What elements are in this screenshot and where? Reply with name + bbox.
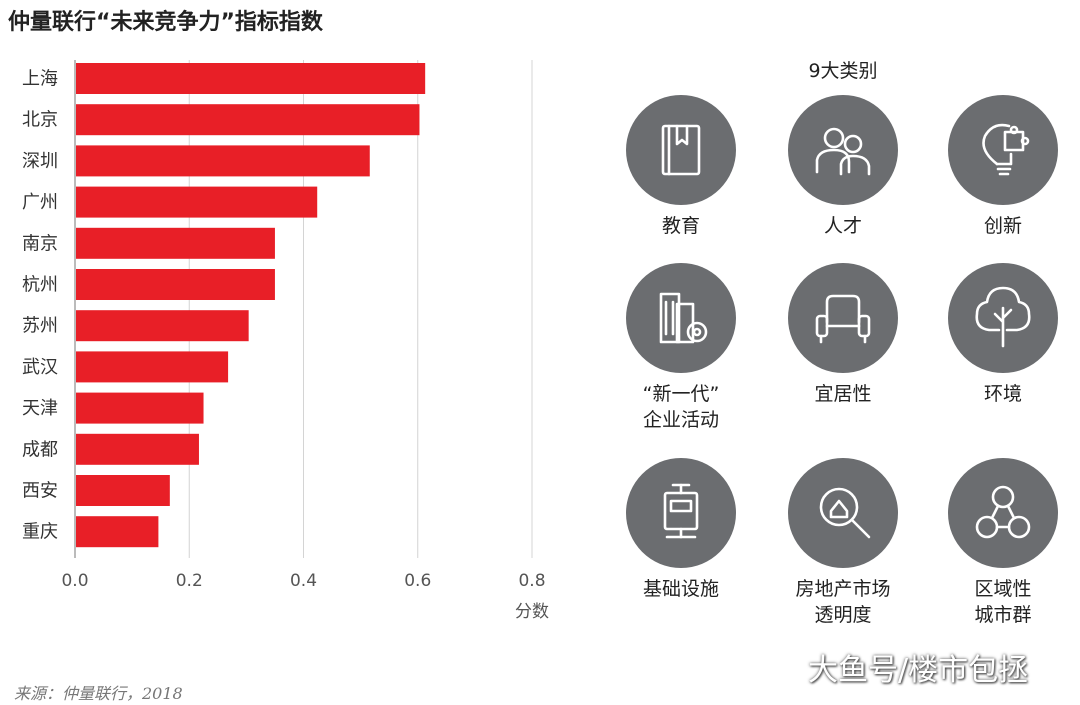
category-tree: 环境 (923, 263, 1080, 407)
y-tick-label: 成都 (22, 439, 58, 460)
tree-icon (975, 286, 1031, 348)
category-network: 区域性 城市群 (923, 458, 1080, 628)
bar (76, 63, 426, 94)
building-gear-icon (659, 292, 708, 344)
y-tick-label: 重庆 (22, 522, 58, 543)
category-circle (948, 458, 1058, 568)
category-circle (626, 458, 736, 568)
page-title: 仲量联行“未来竞争力”指标指数 (8, 10, 323, 35)
category-label: 宜居性 (814, 383, 872, 405)
category-people: 人才 (763, 95, 923, 239)
armchair-icon (815, 294, 871, 344)
category-circle (626, 263, 736, 373)
category-label: 教育 (661, 215, 700, 237)
x-tick-label: 0.0 (61, 571, 88, 591)
bar (76, 310, 249, 342)
lightbulb-puzzle-icon (982, 123, 1030, 176)
bar (76, 392, 204, 424)
category-circle (948, 263, 1058, 373)
bar (76, 475, 170, 506)
category-label: 基础设施 (642, 578, 719, 600)
y-tick-label: 苏州 (22, 316, 58, 337)
y-tick-label: 西安 (22, 481, 58, 502)
category-circle (626, 95, 736, 205)
category-label: 区域性 城市群 (974, 578, 1032, 626)
bar (76, 351, 229, 383)
category-building-gear: “新一代” 企业活动 (601, 263, 761, 433)
source-note: 来源：仲量联行，2018 (14, 684, 183, 703)
category-label: 人才 (823, 215, 862, 237)
category-circle (788, 458, 898, 568)
y-tick-label: 深圳 (22, 151, 58, 172)
category-circle (948, 95, 1058, 205)
bar (76, 104, 420, 136)
bar (76, 145, 370, 177)
category-tram: 基础设施 (601, 458, 761, 602)
y-tick-label: 杭州 (22, 275, 58, 296)
bar (76, 433, 199, 465)
category-circle (788, 95, 898, 205)
bar-chart: 0.0 0.2 0.4 0.6 0.8 分数 上海北京深圳广州南京杭州苏州武汉天津成都西安重… (22, 60, 549, 622)
categories-title: 9大类别 (808, 60, 878, 82)
bar (76, 186, 318, 218)
category-house-magnifier: 房地产市场 透明度 (763, 458, 923, 628)
bar (76, 227, 275, 259)
category-armchair: 宜居性 (763, 263, 923, 407)
y-tick-label: 上海 (22, 69, 58, 90)
x-tick-label: 0.4 (290, 571, 317, 591)
tram-icon (663, 483, 699, 539)
y-tick-label: 广州 (22, 192, 58, 213)
network-icon (975, 485, 1031, 539)
x-axis-label: 分数 (515, 602, 549, 622)
x-tick-label: 0.8 (518, 571, 545, 591)
y-tick-label: 北京 (22, 110, 58, 131)
category-book: 教育 (601, 95, 761, 239)
x-tick-label: 0.6 (404, 571, 431, 591)
category-circle (788, 263, 898, 373)
bar (76, 516, 159, 548)
y-tick-label: 武汉 (22, 357, 58, 378)
category-label: 房地产市场 透明度 (795, 578, 891, 626)
people-icon (815, 127, 871, 176)
book-icon (661, 124, 701, 176)
y-tick-label: 南京 (22, 233, 58, 254)
y-tick-label: 天津 (22, 398, 58, 419)
bar (76, 269, 275, 300)
category-label: 创新 (983, 215, 1022, 237)
x-tick-label: 0.2 (176, 571, 203, 591)
house-magnifier-icon (819, 487, 871, 539)
watermark: 大鱼号/楼市包拯 (808, 653, 1029, 688)
category-label: “新一代” 企业活动 (642, 383, 720, 431)
category-label: 环境 (983, 383, 1022, 405)
category-lightbulb-puzzle: 创新 (923, 95, 1080, 239)
